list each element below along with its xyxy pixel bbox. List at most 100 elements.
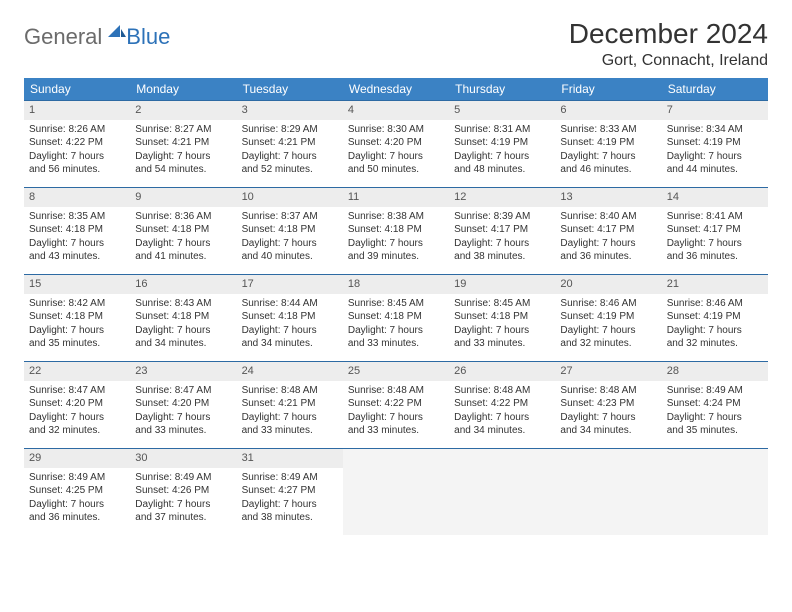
sunset-text: Sunset: 4:17 PM xyxy=(454,223,550,237)
day-cell: 27Sunrise: 8:48 AMSunset: 4:23 PMDayligh… xyxy=(555,362,661,448)
day-number: 21 xyxy=(662,275,768,294)
sunset-text: Sunset: 4:27 PM xyxy=(242,484,338,498)
daylight-text-1: Daylight: 7 hours xyxy=(135,237,231,251)
daylight-text-2: and 46 minutes. xyxy=(560,163,656,177)
daylight-text-2: and 39 minutes. xyxy=(348,250,444,264)
week-row: 15Sunrise: 8:42 AMSunset: 4:18 PMDayligh… xyxy=(24,274,768,361)
sunset-text: Sunset: 4:18 PM xyxy=(29,310,125,324)
daylight-text-1: Daylight: 7 hours xyxy=(135,411,231,425)
daylight-text-1: Daylight: 7 hours xyxy=(135,498,231,512)
sunrise-text: Sunrise: 8:34 AM xyxy=(667,123,763,137)
daylight-text-1: Daylight: 7 hours xyxy=(29,498,125,512)
day-cell: 5 Sunrise: 8:31 AMSunset: 4:19 PMDaylight… xyxy=(449,101,555,187)
sunset-text: Sunset: 4:22 PM xyxy=(348,397,444,411)
sunrise-text: Sunrise: 8:48 AM xyxy=(560,384,656,398)
daylight-text-2: and 50 minutes. xyxy=(348,163,444,177)
sunrise-text: Sunrise: 8:30 AM xyxy=(348,123,444,137)
daylight-text-2: and 41 minutes. xyxy=(135,250,231,264)
sunrise-text: Sunrise: 8:36 AM xyxy=(135,210,231,224)
daylight-text-1: Daylight: 7 hours xyxy=(560,150,656,164)
day-number: 24 xyxy=(237,362,343,381)
month-title: December 2024 xyxy=(569,18,768,50)
sunrise-text: Sunrise: 8:42 AM xyxy=(29,297,125,311)
daylight-text-1: Daylight: 7 hours xyxy=(135,150,231,164)
daylight-text-1: Daylight: 7 hours xyxy=(348,237,444,251)
weekday-header: Wednesday xyxy=(343,78,449,100)
week-row: 22 Sunrise: 8:47 AM Sunset: 4:20 PMDayligh… xyxy=(24,361,768,448)
sunset-text: Sunset: 4:19 PM xyxy=(667,136,763,150)
calendar: SundayMondayTuesdayWednesdayThursdayFrid… xyxy=(24,78,768,535)
daylight-text-1: Daylight: 7 hours xyxy=(667,237,763,251)
sunset-text: Sunset: 4:22 PM xyxy=(29,136,125,150)
day-cell: 29Sunrise: 8:49 AMSunset: 4:25 PMDayligh… xyxy=(24,449,130,535)
sunrise-text: Sunrise: 8:26 AM xyxy=(29,123,125,137)
sunrise-text: Sunrise: 8:48 AM xyxy=(348,384,444,398)
daylight-text-1: Daylight: 7 hours xyxy=(667,324,763,338)
day-cell: 7Sunrise: 8:34 AMSunset: 4:19 PMDaylight… xyxy=(662,101,768,187)
weekday-header: Monday xyxy=(130,78,236,100)
sunset-text: Sunset: 4:19 PM xyxy=(454,136,550,150)
day-number: 31 xyxy=(237,449,343,468)
daylight-text-1: Daylight: 7 hours xyxy=(242,150,338,164)
day-number: 8 xyxy=(24,188,130,207)
sunrise-text: Sunrise: 8:46 AM xyxy=(667,297,763,311)
daylight-text-1: Daylight: 7 hours xyxy=(454,150,550,164)
day-cell-empty xyxy=(449,449,555,535)
logo: General Blue xyxy=(24,24,170,50)
day-number: 4 xyxy=(343,101,449,120)
daylight-text-2: and 33 minutes. xyxy=(454,337,550,351)
sunrise-text: Sunrise: 8:38 AM xyxy=(348,210,444,224)
sunrise-text: Sunrise: 8:45 AM xyxy=(348,297,444,311)
sunset-text: Sunset: 4:24 PM xyxy=(667,397,763,411)
daylight-text-1: Daylight: 7 hours xyxy=(454,324,550,338)
day-cell: 26Sunrise: 8:48 AMSunset: 4:22 PMDayligh… xyxy=(449,362,555,448)
day-cell: 18Sunrise: 8:45 AMSunset: 4:18 PMDayligh… xyxy=(343,275,449,361)
day-cell: 3Sunrise: 8:29 AMSunset: 4:21 PMDaylight… xyxy=(237,101,343,187)
logo-text-general: General xyxy=(24,24,102,50)
day-number: 15 xyxy=(24,275,130,294)
weekday-header: Thursday xyxy=(449,78,555,100)
sunrise-text: Sunrise: 8:39 AM xyxy=(454,210,550,224)
sunset-text: Sunset: 4:18 PM xyxy=(454,310,550,324)
day-cell: 2Sunrise: 8:27 AMSunset: 4:21 PMDaylight… xyxy=(130,101,236,187)
day-number: 11 xyxy=(343,188,449,207)
week-row: 8Sunrise: 8:35 AMSunset: 4:18 PMDaylight… xyxy=(24,187,768,274)
sunset-text: Sunset: 4:19 PM xyxy=(560,310,656,324)
sunset-text: Sunset: 4:18 PM xyxy=(348,310,444,324)
sunrise-text: Sunrise: 8:45 AM xyxy=(454,297,550,311)
daylight-text-2: and 34 minutes. xyxy=(135,337,231,351)
day-number: 23 xyxy=(130,362,236,381)
day-cell: 22Sunrise: 8:47 AMSunset: 4:20 PMDayligh… xyxy=(24,362,130,448)
sunrise-text: Sunrise: 8:31 AM xyxy=(454,123,550,137)
daylight-text-2: and 33 minutes. xyxy=(348,337,444,351)
day-cell: 9Sunrise: 8:36 AMSunset: 4:18 PMDaylight… xyxy=(130,188,236,274)
day-number: 17 xyxy=(237,275,343,294)
day-number: 28 xyxy=(662,362,768,381)
daylight-text-2: and 40 minutes. xyxy=(242,250,338,264)
sunrise-text: Sunrise: 8:48 AM xyxy=(242,384,338,398)
sunrise-text: Sunrise: 8:47 AM xyxy=(29,384,125,398)
day-number: 9 xyxy=(130,188,236,207)
sunrise-text: Sunrise: 8:49 AM xyxy=(242,471,338,485)
sunset-text: Sunset: 4:21 PM xyxy=(135,136,231,150)
sunset-text: Sunset: 4:20 PM xyxy=(135,397,231,411)
daylight-text-2: and 43 minutes. xyxy=(29,250,125,264)
daylight-text-1: Daylight: 7 hours xyxy=(29,237,125,251)
daylight-text-1: Daylight: 7 hours xyxy=(29,324,125,338)
day-cell: 20Sunrise: 8:46 AMSunset: 4:19 PMDayligh… xyxy=(555,275,661,361)
day-cell: 15 Sunrise: 8:42 AMSunset: 4:18 PMDayligh… xyxy=(24,275,130,361)
daylight-text-1: Daylight: 7 hours xyxy=(242,324,338,338)
sunrise-text: Sunrise: 8:44 AM xyxy=(242,297,338,311)
day-number: 12 xyxy=(449,188,555,207)
sunrise-text: Sunrise: 8:46 AM xyxy=(560,297,656,311)
day-number: 5 xyxy=(449,101,555,120)
day-cell: 24Sunrise: 8:48 AMSunset: 4:21 PMDayligh… xyxy=(237,362,343,448)
day-cell: 19Sunrise: 8:45 AMSunset: 4:18 PMDayligh… xyxy=(449,275,555,361)
sunrise-text: Sunrise: 8:27 AM xyxy=(135,123,231,137)
day-number: 22 xyxy=(24,362,130,381)
daylight-text-2: and 36 minutes. xyxy=(29,511,125,525)
day-cell: 11Sunrise: 8:38 AMSunset: 4:18 PMDayligh… xyxy=(343,188,449,274)
sunset-text: Sunset: 4:18 PM xyxy=(29,223,125,237)
day-cell: 14Sunrise: 8:41 AMSunset: 4:17 PMDayligh… xyxy=(662,188,768,274)
daylight-text-2: and 52 minutes. xyxy=(242,163,338,177)
